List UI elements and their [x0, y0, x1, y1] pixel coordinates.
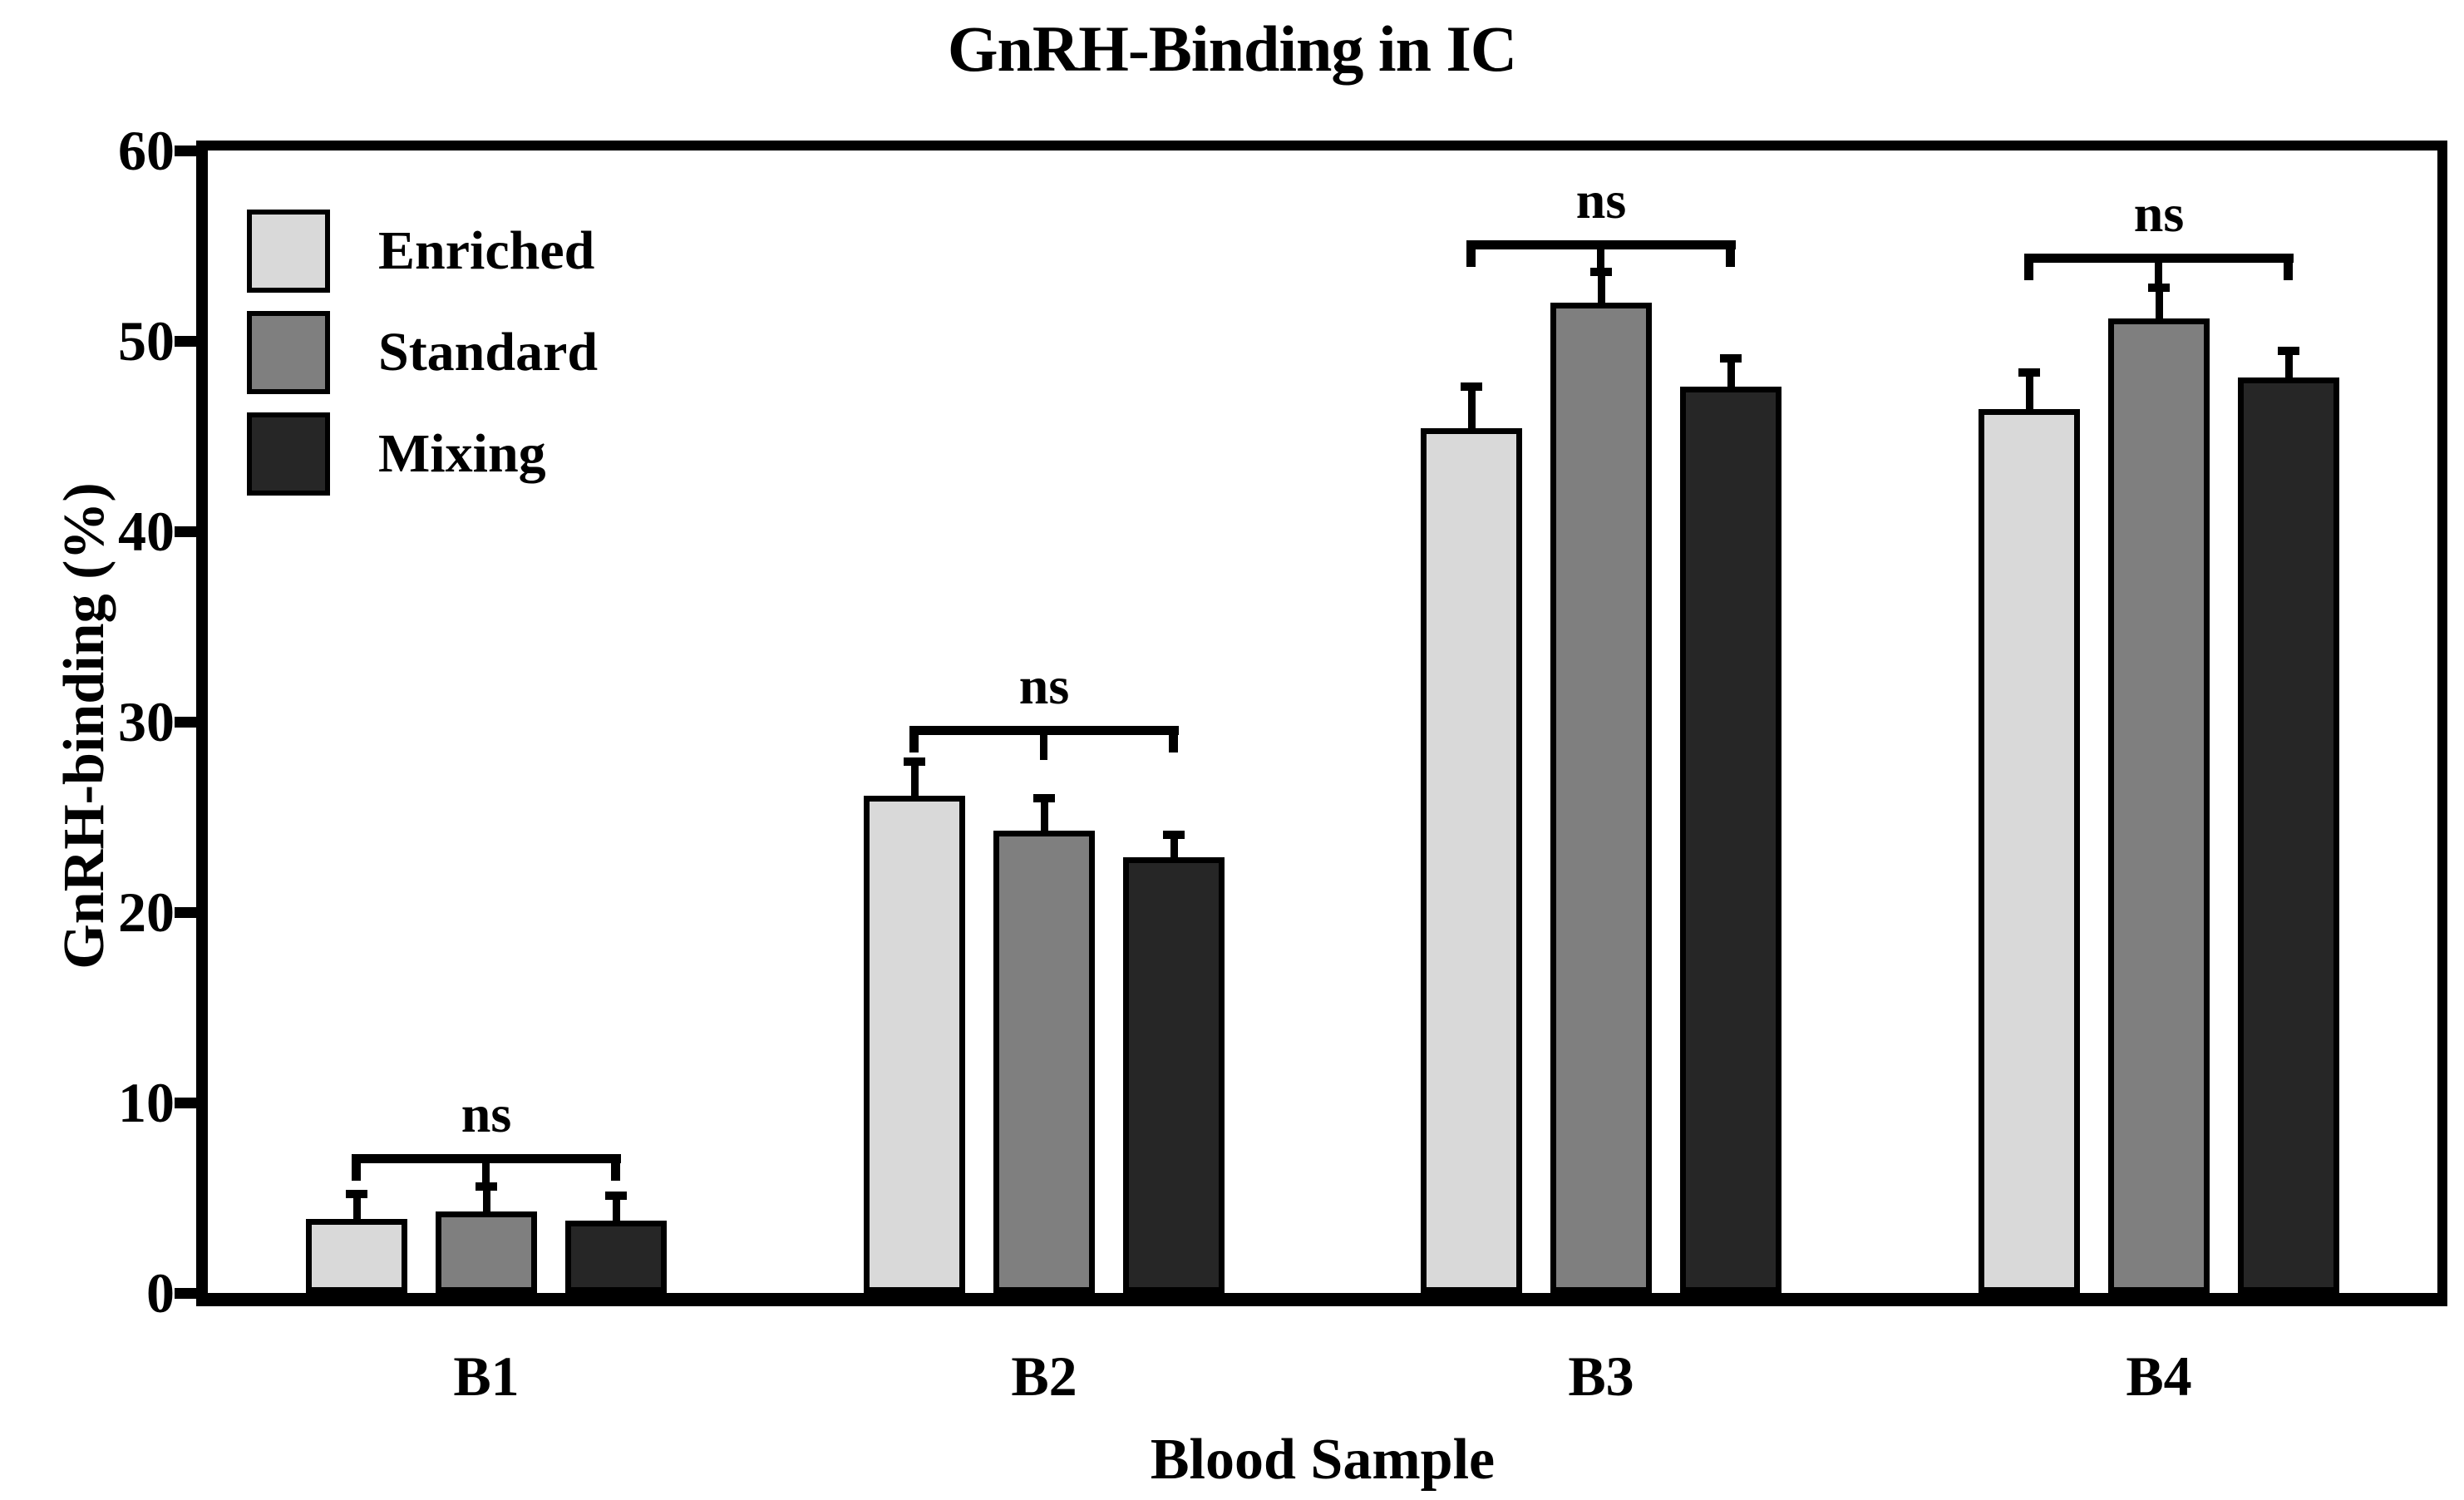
ns-label: ns	[1575, 170, 1627, 229]
legend-label-mixing: Mixing	[378, 423, 546, 484]
y-tick-mark	[175, 526, 196, 537]
error-bar-line	[2156, 288, 2163, 318]
y-tick-mark	[175, 907, 196, 918]
y-tick-label: 0	[146, 1261, 175, 1325]
bar-B1-standard	[436, 1211, 537, 1293]
ns-bracket-end-tick	[1726, 240, 1735, 267]
legend-item-standard: Standard	[247, 311, 598, 394]
legend-swatch-enriched	[247, 210, 330, 293]
error-bar-line	[483, 1187, 490, 1211]
ns-label: ns	[2133, 184, 2185, 243]
y-tick-mark	[175, 1098, 196, 1108]
y-tick-label: 20	[118, 881, 175, 944]
ns-bracket-end-tick	[1466, 240, 1476, 267]
legend-swatch-mixing	[247, 412, 330, 496]
error-bar-cap	[1461, 382, 1482, 391]
ns-label: ns	[461, 1084, 512, 1143]
legend-item-enriched: Enriched	[247, 210, 598, 293]
ns-bracket-end-tick	[909, 726, 919, 752]
error-bar-cap	[2018, 368, 2040, 377]
ns-bracket-line	[2024, 254, 2294, 263]
x-axis-title: Blood Sample	[1150, 1428, 1496, 1492]
ns-bracket-center-tick	[1597, 249, 1604, 274]
bar-B4-enriched	[1979, 409, 2080, 1293]
bar-B4-mixing	[2238, 377, 2339, 1293]
y-tick-label: 30	[118, 690, 175, 753]
error-bar-cap	[1163, 831, 1185, 839]
y-tick-mark	[175, 146, 196, 156]
error-bar-line	[1727, 358, 1735, 387]
y-tick-label: 40	[118, 500, 175, 563]
ns-bracket-line	[909, 726, 1179, 735]
error-bar-line	[911, 762, 919, 796]
chart-title: GnRH-Binding in IC	[947, 12, 1517, 85]
bar-B2-standard	[993, 831, 1095, 1293]
x-category-label: B3	[1568, 1345, 1634, 1408]
ns-bracket-end-tick	[2284, 254, 2293, 280]
ns-label: ns	[1018, 656, 1070, 715]
legend-swatch-standard	[247, 311, 330, 394]
bar-B3-mixing	[1680, 387, 1781, 1293]
ns-bracket-center-tick	[1040, 735, 1047, 760]
error-bar-cap	[904, 757, 925, 766]
error-bar-line	[2285, 351, 2293, 377]
plot-area: ns ns ns ns	[175, 141, 2447, 1306]
y-tick-mark	[175, 336, 196, 347]
error-bar-cap	[2148, 284, 2170, 292]
y-tick-label: 60	[118, 119, 175, 182]
y-tick-label: 50	[118, 309, 175, 373]
legend-label-standard: Standard	[378, 322, 599, 382]
bar-B1-enriched	[306, 1219, 407, 1293]
y-tick-mark	[175, 717, 196, 728]
error-bar-line	[1598, 272, 1605, 303]
ns-bracket-end-tick	[611, 1154, 620, 1181]
error-bar-cap	[1033, 794, 1055, 802]
error-bar-cap	[346, 1190, 367, 1198]
legend-label-enriched: Enriched	[378, 220, 595, 281]
ns-bracket-end-tick	[2024, 254, 2033, 280]
error-bar-line	[1170, 835, 1178, 857]
error-bar-line	[353, 1194, 361, 1219]
x-category-label: B2	[1011, 1345, 1077, 1408]
x-category-label: B1	[453, 1345, 520, 1408]
bar-B3-standard	[1550, 303, 1652, 1293]
error-bar-line	[613, 1196, 620, 1221]
ns-bracket-center-tick	[482, 1163, 490, 1188]
legend: Enriched Standard Mixing	[247, 210, 598, 514]
ns-bracket-end-tick	[1169, 726, 1178, 752]
x-category-label: B4	[2126, 1345, 2192, 1408]
bar-B3-enriched	[1421, 428, 1522, 1293]
error-bar-cap	[1720, 354, 1742, 363]
ns-bracket-line	[1466, 240, 1736, 249]
error-bar-line	[2026, 373, 2033, 409]
ns-bracket-end-tick	[352, 1154, 361, 1181]
y-tick-label: 10	[118, 1071, 175, 1134]
error-bar-line	[1041, 798, 1048, 831]
error-bar-cap	[2278, 347, 2299, 355]
ns-bracket-line	[352, 1154, 621, 1163]
y-tick-mark	[175, 1288, 196, 1299]
bar-B2-mixing	[1123, 857, 1225, 1293]
error-bar-cap	[605, 1192, 627, 1200]
legend-item-mixing: Mixing	[247, 412, 598, 496]
bar-B1-mixing	[565, 1221, 667, 1293]
bar-B2-enriched	[864, 796, 965, 1293]
ns-bracket-center-tick	[2155, 263, 2162, 288]
bar-B4-standard	[2108, 318, 2210, 1293]
error-bar-line	[1468, 387, 1476, 428]
